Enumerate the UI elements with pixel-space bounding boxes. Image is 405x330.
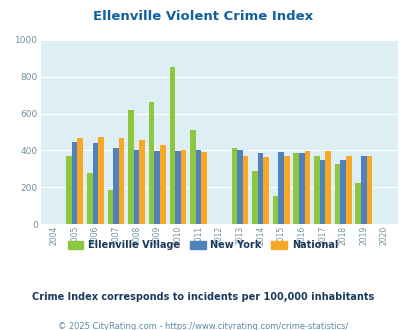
Bar: [237, 150, 242, 224]
Bar: [180, 149, 186, 224]
Bar: [175, 151, 180, 224]
Bar: [283, 156, 289, 224]
Bar: [360, 156, 366, 224]
Bar: [92, 143, 98, 224]
Bar: [354, 183, 360, 224]
Text: Ellenville Violent Crime Index: Ellenville Violent Crime Index: [93, 10, 312, 23]
Bar: [66, 156, 72, 224]
Bar: [195, 150, 201, 224]
Bar: [252, 171, 257, 224]
Bar: [119, 139, 124, 224]
Bar: [134, 150, 139, 224]
Bar: [242, 156, 247, 224]
Bar: [345, 156, 351, 224]
Bar: [72, 142, 77, 224]
Bar: [128, 110, 134, 224]
Bar: [263, 157, 268, 224]
Bar: [231, 148, 237, 224]
Bar: [293, 153, 298, 224]
Bar: [313, 156, 319, 224]
Bar: [190, 130, 195, 224]
Bar: [366, 156, 371, 224]
Bar: [154, 151, 160, 224]
Bar: [272, 196, 278, 224]
Bar: [98, 137, 103, 224]
Bar: [319, 160, 324, 224]
Bar: [324, 151, 330, 224]
Bar: [77, 139, 83, 224]
Bar: [339, 160, 345, 224]
Bar: [257, 153, 263, 224]
Bar: [298, 153, 304, 224]
Text: © 2025 CityRating.com - https://www.cityrating.com/crime-statistics/: © 2025 CityRating.com - https://www.city…: [58, 322, 347, 330]
Bar: [87, 173, 92, 224]
Bar: [278, 152, 283, 224]
Bar: [107, 190, 113, 224]
Bar: [113, 148, 119, 224]
Legend: Ellenville Village, New York, National: Ellenville Village, New York, National: [64, 236, 341, 254]
Bar: [160, 145, 165, 224]
Bar: [139, 140, 145, 224]
Bar: [149, 102, 154, 224]
Text: Crime Index corresponds to incidents per 100,000 inhabitants: Crime Index corresponds to incidents per…: [32, 292, 373, 302]
Bar: [334, 164, 339, 224]
Bar: [169, 67, 175, 224]
Bar: [201, 152, 207, 224]
Bar: [304, 151, 309, 224]
